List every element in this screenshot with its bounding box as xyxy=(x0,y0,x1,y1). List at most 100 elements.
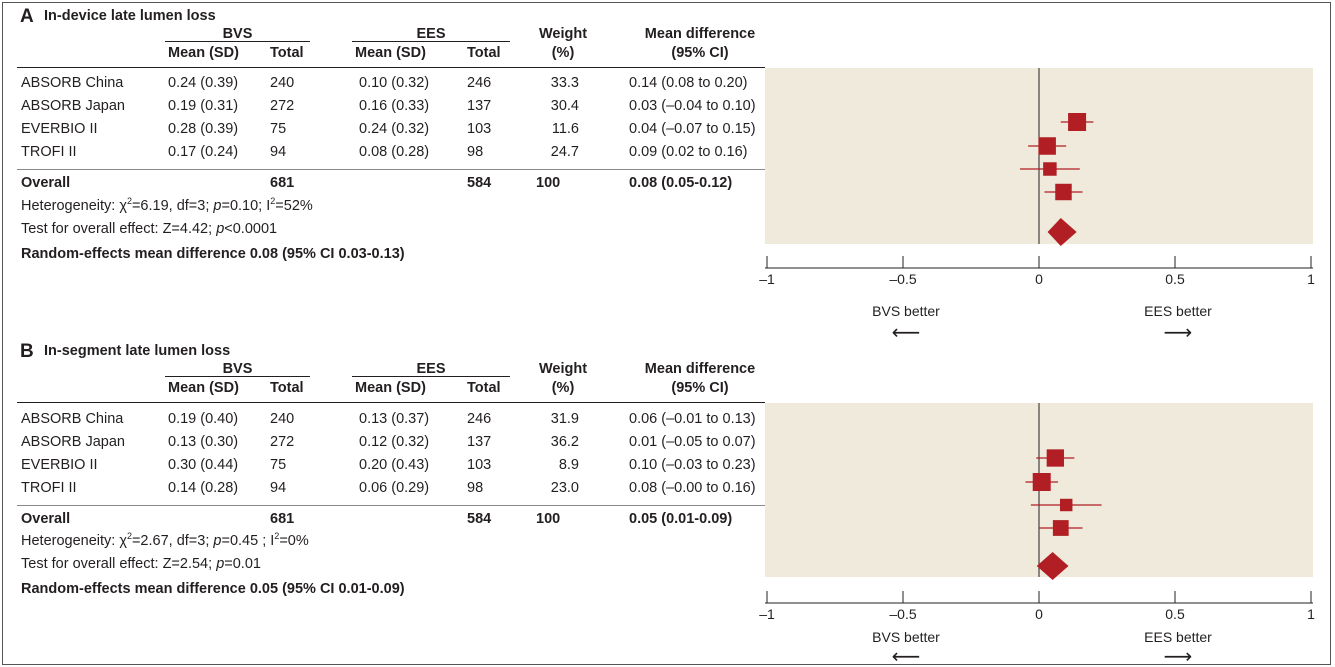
ees-total: 584 xyxy=(467,175,492,191)
bvs-better-label: BVS better xyxy=(872,629,940,645)
study-square-marker xyxy=(1038,137,1056,155)
overall-diamond-marker xyxy=(1036,552,1069,580)
header-rule xyxy=(17,402,765,403)
study-name: ABSORB China xyxy=(21,411,124,427)
bvs-total: 75 xyxy=(270,121,287,137)
mean-difference-ci: 0.04 (–0.07 to 0.15) xyxy=(629,121,756,137)
col-header-total: Total xyxy=(467,380,501,396)
x-tick-label: 0 xyxy=(1035,606,1043,622)
weight-value: 24.7 xyxy=(550,144,579,160)
col-header-mean-difference: Mean difference xyxy=(644,26,756,42)
group-bvs-header: BVS xyxy=(222,361,253,377)
bvs-mean-sd: 0.30 (0.44) xyxy=(168,457,239,473)
overall-effect-text: Test for overall effect: Z=2.54; p=0.01 xyxy=(21,556,261,572)
ees-mean-sd: 0.12 (0.32) xyxy=(359,434,430,450)
bvs-total: 94 xyxy=(270,480,287,496)
bvs-mean-sd: 0.13 (0.30) xyxy=(168,434,239,450)
study-name: EVERBIO II xyxy=(21,121,98,137)
ees-mean-sd: 0.13 (0.37) xyxy=(359,411,430,427)
bvs-total: 240 xyxy=(270,75,295,91)
study-square-marker xyxy=(1052,520,1069,536)
panel-title: In-segment late lumen loss xyxy=(44,343,231,359)
group-underline xyxy=(165,376,310,377)
x-tick-label: –0.5 xyxy=(889,606,916,622)
col-header-mean-sd: Mean (SD) xyxy=(355,380,426,396)
mean-difference-ci: 0.08 (0.05-0.12) xyxy=(629,175,733,191)
bvs-mean-sd: 0.28 (0.39) xyxy=(168,121,239,137)
col-header-mean-difference: Mean difference xyxy=(644,361,756,377)
ees-total: 137 xyxy=(467,434,492,450)
ees-mean-sd: 0.06 (0.29) xyxy=(359,480,430,496)
bvs-total: 94 xyxy=(270,144,287,160)
mean-difference-ci: 0.01 (–0.05 to 0.07) xyxy=(629,434,756,450)
study-name: ABSORB China xyxy=(21,75,124,91)
group-underline xyxy=(352,376,510,377)
group-ees-header: EES xyxy=(416,26,446,42)
panel-letter: A xyxy=(20,6,34,27)
group-ees-header: EES xyxy=(416,361,446,377)
left-arrow-icon: ⟵ xyxy=(892,644,921,667)
ees-total: 246 xyxy=(467,75,492,91)
group-bvs-header: BVS xyxy=(222,26,253,42)
group-underline xyxy=(352,41,510,42)
study-name: ABSORB Japan xyxy=(21,434,125,450)
col-header-mean-sd: Mean (SD) xyxy=(168,380,239,396)
bvs-mean-sd: 0.19 (0.31) xyxy=(168,98,239,114)
overall-diamond-marker xyxy=(1047,218,1077,246)
weight-value: 100 xyxy=(536,511,561,527)
ees-total: 98 xyxy=(467,480,484,496)
x-axis-ticks: –1 –0.5 0 0.5 1 xyxy=(759,256,1315,287)
col-header-weight: Weight xyxy=(538,361,588,377)
ees-mean-sd: 0.08 (0.28) xyxy=(359,144,430,160)
ees-mean-sd: 0.10 (0.32) xyxy=(359,75,430,91)
study-marks xyxy=(1025,449,1102,580)
mean-difference-ci: 0.06 (–0.01 to 0.13) xyxy=(629,411,756,427)
col-header-total: Total xyxy=(467,45,501,61)
bvs-total: 75 xyxy=(270,457,287,473)
x-tick-label: 1 xyxy=(1307,271,1315,287)
header-rule xyxy=(17,67,765,68)
col-header-weight-unit: (%) xyxy=(551,45,575,61)
study-name: TROFI II xyxy=(21,144,77,160)
weight-value: 8.9 xyxy=(558,457,579,473)
overall-label: Overall xyxy=(21,511,71,527)
x-tick-label: 0.5 xyxy=(1165,271,1185,287)
study-marks xyxy=(1019,113,1094,246)
col-header-weight: Weight xyxy=(538,26,588,42)
mean-difference-ci: 0.14 (0.08 to 0.20) xyxy=(629,75,748,91)
overall-label: Overall xyxy=(21,175,71,191)
ees-better-label: EES better xyxy=(1144,629,1212,645)
study-name: ABSORB Japan xyxy=(21,98,125,114)
weight-value: 31.9 xyxy=(550,411,579,427)
x-tick-label: 0.5 xyxy=(1165,606,1185,622)
row-rule xyxy=(17,169,765,170)
bvs-better-label: BVS better xyxy=(872,303,940,319)
study-square-marker xyxy=(1068,113,1087,131)
right-arrow-icon: ⟶ xyxy=(1164,644,1193,667)
weight-value: 33.3 xyxy=(550,75,579,91)
x-tick-label: 0 xyxy=(1035,271,1043,287)
left-arrow-icon: ⟵ xyxy=(892,320,921,344)
random-effects-text: Random-effects mean difference 0.05 (95%… xyxy=(21,581,405,597)
study-square-marker xyxy=(1043,162,1057,176)
bvs-total: 240 xyxy=(270,411,295,427)
weight-value: 36.2 xyxy=(550,434,579,450)
col-header-mean-sd: Mean (SD) xyxy=(168,45,239,61)
bvs-mean-sd: 0.24 (0.39) xyxy=(168,75,239,91)
study-square-marker xyxy=(1055,183,1072,201)
random-effects-text: Random-effects mean difference 0.08 (95%… xyxy=(21,246,405,262)
weight-value: 100 xyxy=(536,175,561,191)
bvs-mean-sd: 0.19 (0.40) xyxy=(168,411,239,427)
bvs-mean-sd: 0.14 (0.28) xyxy=(168,480,239,496)
ees-total: 103 xyxy=(467,121,492,137)
bvs-mean-sd: 0.17 (0.24) xyxy=(168,144,239,160)
weight-value: 30.4 xyxy=(550,98,579,114)
study-name: TROFI II xyxy=(21,480,77,496)
study-square-marker xyxy=(1032,473,1051,491)
study-square-marker xyxy=(1046,449,1064,467)
ees-mean-sd: 0.24 (0.32) xyxy=(359,121,430,137)
study-name: EVERBIO II xyxy=(21,457,98,473)
ees-mean-sd: 0.16 (0.33) xyxy=(359,98,430,114)
